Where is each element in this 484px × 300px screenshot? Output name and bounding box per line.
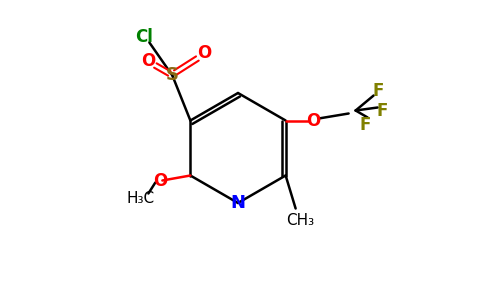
Text: CH₃: CH₃ [287, 213, 315, 228]
Text: N: N [230, 194, 245, 212]
Text: O: O [153, 172, 167, 190]
Text: O: O [141, 52, 155, 70]
Text: F: F [377, 101, 388, 119]
Text: F: F [373, 82, 384, 100]
Text: O: O [306, 112, 321, 130]
Text: O: O [197, 44, 212, 62]
Text: F: F [360, 116, 371, 134]
Text: H₃C: H₃C [126, 191, 154, 206]
Text: Cl: Cl [136, 28, 153, 46]
Text: S: S [166, 67, 179, 85]
